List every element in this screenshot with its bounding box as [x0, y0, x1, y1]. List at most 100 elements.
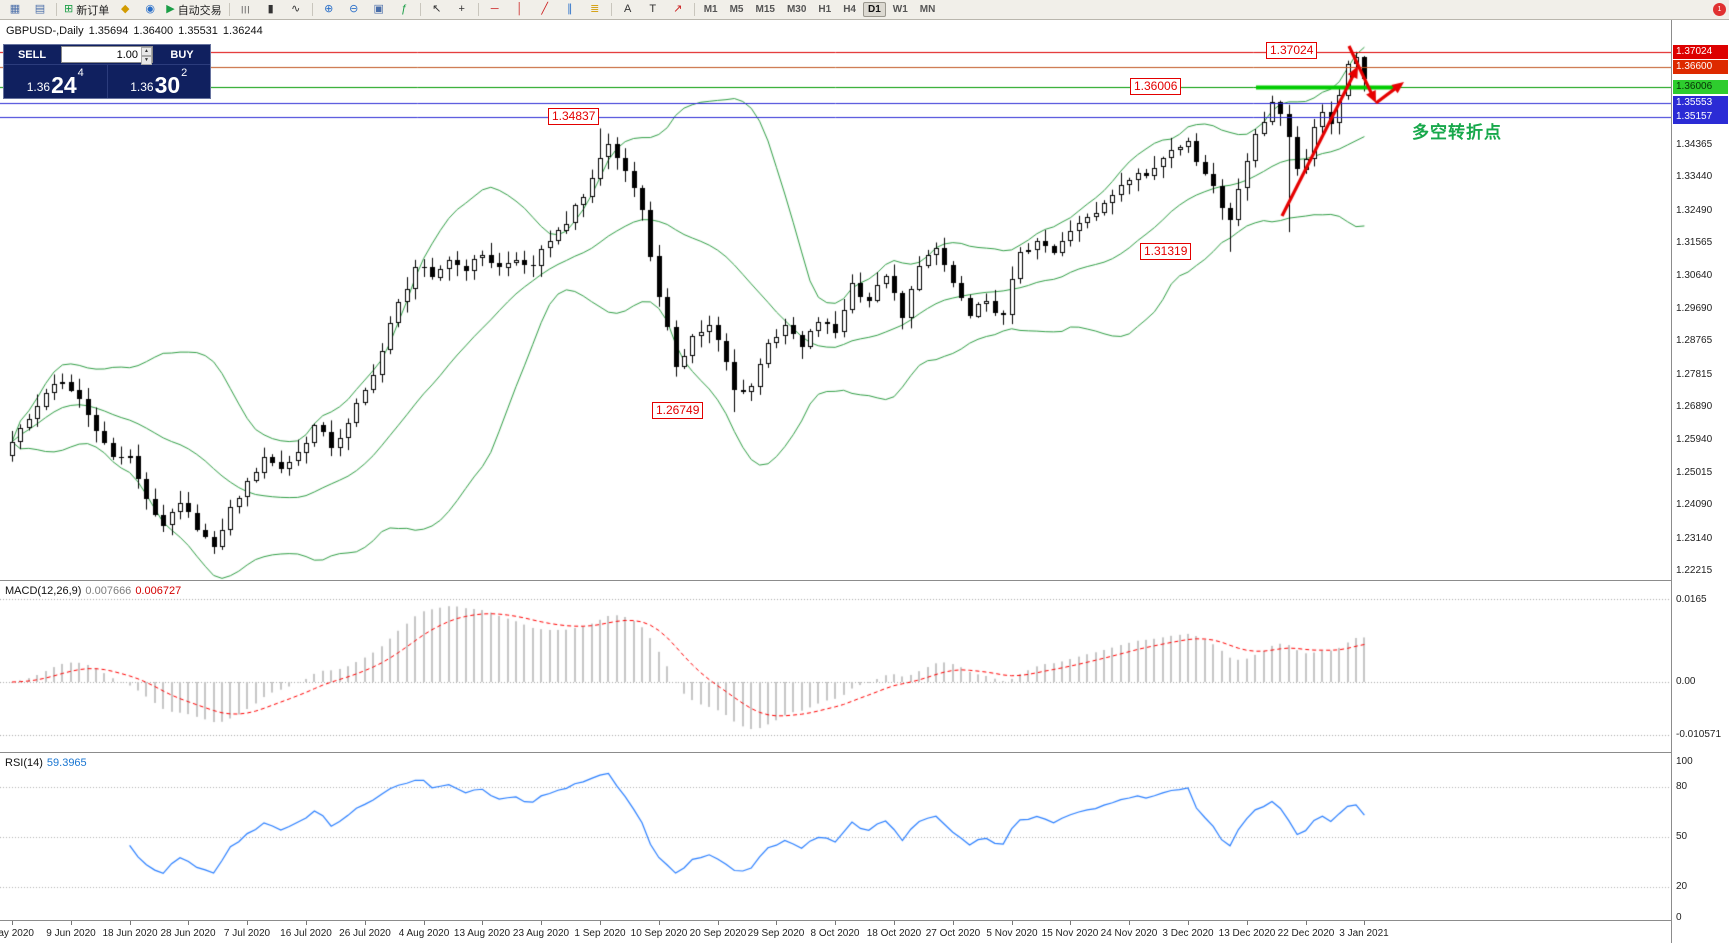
panel-separator[interactable] — [0, 920, 1729, 921]
indicators-icon: ƒ — [400, 3, 407, 15]
text-label-icon: T — [649, 3, 657, 15]
time-tick — [424, 921, 425, 925]
profiles-button[interactable]: ▤ — [28, 1, 52, 18]
price-annotation-label[interactable]: 1.34837 — [548, 108, 600, 125]
time-tick — [1070, 921, 1071, 925]
trendline-tool-button[interactable]: ╱ — [533, 1, 557, 18]
sell-price-base: 1.36 — [26, 80, 51, 94]
macd-canvas[interactable] — [0, 582, 1671, 752]
time-tick — [1188, 921, 1189, 925]
channel-tool-button[interactable]: ∥ — [558, 1, 582, 18]
profiles-icon: ▤ — [34, 3, 46, 15]
price-annotation-label[interactable]: 1.36006 — [1130, 78, 1182, 95]
price-annotation-label[interactable]: 1.37024 — [1266, 42, 1318, 59]
arrow-tool-button[interactable]: ↗ — [666, 1, 690, 18]
date-label: 23 Aug 2020 — [512, 928, 570, 939]
line-chart-button[interactable]: ∿ — [284, 1, 308, 18]
rsi-canvas[interactable] — [0, 754, 1671, 920]
time-tick — [894, 921, 895, 925]
date-label: 10 Sep 2020 — [630, 928, 688, 939]
panel-separator[interactable] — [0, 580, 1729, 581]
price-tick: 1.26890 — [1676, 401, 1713, 413]
sell-price[interactable]: 1.36 24 4 — [4, 65, 107, 98]
fibonacci-tool-button[interactable]: ≣ — [583, 1, 607, 18]
bar-chart-button[interactable]: ||| — [234, 1, 258, 18]
zoom-in-icon: ⊕ — [324, 3, 334, 15]
date-label: 18 Jun 2020 — [102, 928, 158, 939]
price-tick: 1.27815 — [1676, 368, 1713, 380]
horizontal-line-icon: ─ — [490, 3, 499, 15]
volume-input[interactable]: 1.00 ▲ ▼ — [61, 46, 153, 65]
timeframe-h1-button[interactable]: H1 — [818, 4, 832, 15]
sell-button[interactable]: SELL — [17, 48, 47, 61]
price-annotation-label[interactable]: 1.26749 — [652, 402, 704, 419]
time-tick — [953, 921, 954, 925]
timeframe-m1-button[interactable]: M1 — [703, 4, 718, 15]
volume-up-button[interactable]: ▲ — [141, 47, 152, 56]
autotrading-button[interactable]: ▶ 自动交易 — [163, 1, 224, 18]
price-tick: 1.25940 — [1676, 434, 1713, 446]
arrow-tool-icon: ↗ — [673, 3, 683, 15]
tile-windows-icon: ▣ — [373, 3, 384, 15]
timeframe-d1-button[interactable]: D1 — [863, 2, 886, 17]
time-tick — [12, 921, 13, 925]
cursor-icon: ↖ — [432, 3, 442, 15]
text-tool-button[interactable]: A — [616, 1, 640, 18]
price-annotation-label[interactable]: 1.31319 — [1140, 243, 1192, 260]
zoom-out-button[interactable]: ⊖ — [342, 1, 366, 18]
date-label: 1 Sep 2020 — [574, 928, 626, 939]
date-label: 29 Sep 2020 — [747, 928, 805, 939]
price-tick: 1.30640 — [1676, 269, 1713, 281]
symbol-label: GBPUSD-,Daily — [6, 25, 84, 37]
timeframe-h4-button[interactable]: H4 — [843, 4, 856, 15]
line-chart-icon: ∿ — [291, 3, 301, 15]
zoom-in-button[interactable]: ⊕ — [317, 1, 341, 18]
timeframe-mn-button[interactable]: MN — [919, 4, 936, 15]
timeframe-m15-button[interactable]: M15 — [755, 4, 775, 15]
price-level-box: 1.35157 — [1673, 110, 1728, 125]
calendar-button[interactable]: ◉ — [138, 1, 162, 18]
turning-point-note[interactable]: 多空转折点 — [1412, 123, 1502, 142]
date-label: 16 Jul 2020 — [280, 928, 332, 939]
new-order-button[interactable]: ⊞ 新订单 — [61, 1, 112, 18]
main-chart-canvas[interactable] — [0, 20, 1671, 580]
time-tick — [600, 921, 601, 925]
price-tick: 1.32490 — [1676, 204, 1713, 216]
autotrading-icon: ▶ — [166, 3, 175, 15]
timeframe-m5-button[interactable]: M5 — [729, 4, 744, 15]
time-tick — [835, 921, 836, 925]
volume-down-button[interactable]: ▼ — [141, 56, 152, 65]
volume-spinner: ▲ ▼ — [141, 47, 152, 65]
tile-windows-button[interactable]: ▣ — [367, 1, 391, 18]
calendar-icon: ◉ — [145, 3, 156, 15]
price-tick: 1.23140 — [1676, 532, 1713, 544]
price-level-box: 1.36600 — [1673, 59, 1728, 74]
price-scale[interactable]: 1.34365 1.33440 1.32490 1.31565 1.30640 1.296… — [1671, 20, 1729, 943]
crosshair-button[interactable]: + — [450, 1, 474, 18]
macd-label: MACD(12,26,9) — [5, 585, 82, 597]
vline-tool-button[interactable]: │ — [508, 1, 532, 18]
buy-button[interactable]: BUY — [170, 48, 194, 61]
candlestick-button[interactable]: ▮ — [259, 1, 283, 18]
indicators-button[interactable]: ƒ — [392, 1, 416, 18]
notification-icon[interactable]: 1 — [1713, 3, 1726, 16]
cursor-button[interactable]: ↖ — [425, 1, 449, 18]
hline-tool-button[interactable]: ─ — [483, 1, 507, 18]
label-tool-button[interactable]: T — [641, 1, 665, 18]
time-tick — [541, 921, 542, 925]
channel-icon: ∥ — [566, 3, 573, 15]
timeframe-m30-button[interactable]: M30 — [786, 4, 807, 15]
sell-price-point: 4 — [77, 67, 84, 79]
rsi-value: 59.3965 — [46, 757, 87, 769]
rsi-tick: 0 — [1676, 912, 1682, 923]
date-label: 3 Dec 2020 — [1162, 928, 1214, 939]
time-tick — [776, 921, 777, 925]
buy-price[interactable]: 1.36 30 2 — [108, 65, 211, 98]
market-button[interactable]: ◆ — [113, 1, 137, 18]
panel-separator[interactable] — [0, 752, 1729, 753]
rsi-tick: 50 — [1676, 831, 1688, 842]
new-chart-button[interactable]: ▦ — [3, 1, 27, 18]
timeframe-w1-button[interactable]: W1 — [892, 4, 908, 15]
macd-tick: 0.0165 — [1676, 593, 1707, 605]
